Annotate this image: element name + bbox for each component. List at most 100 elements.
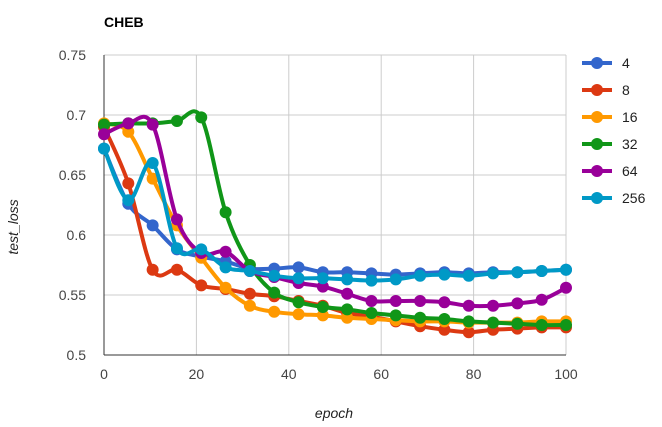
data-point xyxy=(146,157,159,169)
data-point xyxy=(365,274,378,287)
data-point xyxy=(389,309,402,322)
data-point xyxy=(341,287,354,300)
y-tick-label: 0.75 xyxy=(59,47,86,63)
data-point xyxy=(462,326,475,339)
data-point xyxy=(146,219,159,232)
data-point xyxy=(511,317,524,330)
data-point xyxy=(170,115,183,127)
data-point xyxy=(195,111,208,124)
data-point xyxy=(389,295,402,307)
y-axis-ticks: 0.5 0.55 0.6 0.65 0.7 0.75 xyxy=(59,47,86,363)
x-axis-ticks: 0 20 40 60 80 100 xyxy=(100,366,578,382)
data-point xyxy=(243,299,256,312)
data-point xyxy=(438,296,451,309)
x-tick-label: 80 xyxy=(466,366,482,382)
data-point xyxy=(487,316,500,329)
legend-label: 256 xyxy=(622,190,646,206)
data-point xyxy=(438,323,451,336)
legend: 4 8 16 32 64 256 xyxy=(582,55,646,206)
chart-title: CHEB xyxy=(104,14,144,30)
data-point xyxy=(146,118,159,131)
x-tick-label: 20 xyxy=(189,366,205,382)
data-point xyxy=(341,273,354,286)
data-point xyxy=(243,265,256,277)
data-point xyxy=(560,319,572,331)
legend-swatch-marker xyxy=(591,57,603,69)
legend-swatch-marker xyxy=(591,192,603,204)
data-point xyxy=(219,281,232,294)
legend-item-16: 16 xyxy=(582,109,638,125)
data-point xyxy=(292,272,305,285)
data-point xyxy=(98,142,110,155)
y-tick-label: 0.7 xyxy=(67,107,87,123)
x-tick-label: 100 xyxy=(554,366,578,382)
data-point xyxy=(341,311,354,324)
legend-swatch-marker xyxy=(591,84,603,96)
y-axis-title: test_loss xyxy=(5,199,21,254)
legend-label: 32 xyxy=(622,136,638,152)
data-point xyxy=(462,299,475,312)
data-point xyxy=(438,268,451,281)
data-point xyxy=(122,177,135,190)
x-tick-label: 60 xyxy=(373,366,389,382)
data-point xyxy=(146,172,159,185)
data-point xyxy=(511,266,524,279)
x-axis-title: epoch xyxy=(315,405,353,421)
data-point xyxy=(365,307,378,319)
legend-label: 16 xyxy=(622,109,638,125)
data-point xyxy=(365,295,378,307)
plot-area xyxy=(98,109,572,339)
data-point xyxy=(219,245,232,258)
data-point xyxy=(146,263,159,276)
data-point xyxy=(414,269,427,282)
data-point xyxy=(511,297,524,310)
legend-label: 4 xyxy=(622,55,630,71)
y-tick-label: 0.65 xyxy=(59,167,86,183)
data-point xyxy=(341,303,354,316)
data-point xyxy=(268,305,281,318)
data-point xyxy=(316,272,329,285)
legend-item-32: 32 xyxy=(582,136,638,152)
data-point xyxy=(195,279,208,292)
data-point xyxy=(535,293,548,306)
legend-swatch-marker xyxy=(591,138,603,150)
y-tick-label: 0.55 xyxy=(59,287,86,303)
y-tick-label: 0.6 xyxy=(67,227,87,243)
legend-item-256: 256 xyxy=(582,190,646,206)
x-tick-label: 0 xyxy=(100,366,108,382)
data-point xyxy=(535,319,548,331)
y-tick-label: 0.5 xyxy=(67,347,87,363)
legend-item-4: 4 xyxy=(582,55,630,71)
series-256 xyxy=(98,142,572,287)
legend-label: 64 xyxy=(622,163,638,179)
data-point xyxy=(170,213,183,226)
data-point xyxy=(292,261,305,274)
data-point xyxy=(268,269,281,282)
legend-swatch-marker xyxy=(591,165,603,177)
data-point xyxy=(98,118,110,131)
data-point xyxy=(535,265,548,277)
legend-swatch-marker xyxy=(591,111,603,123)
data-point xyxy=(487,267,500,280)
data-point xyxy=(316,309,329,322)
data-point xyxy=(316,301,329,313)
data-point xyxy=(560,281,572,294)
data-point xyxy=(170,242,183,255)
data-point xyxy=(122,117,135,130)
legend-item-8: 8 xyxy=(582,82,630,98)
data-point xyxy=(219,206,232,219)
data-point xyxy=(560,263,572,276)
data-point xyxy=(292,296,305,309)
data-point xyxy=(389,273,402,286)
data-point xyxy=(98,128,110,141)
data-point xyxy=(438,313,451,325)
data-point xyxy=(122,194,135,207)
legend-item-64: 64 xyxy=(582,163,638,179)
data-point xyxy=(462,315,475,328)
data-point xyxy=(414,295,427,307)
data-point xyxy=(219,261,232,274)
data-point xyxy=(487,299,500,312)
legend-label: 8 xyxy=(622,82,630,98)
data-point xyxy=(316,280,329,293)
